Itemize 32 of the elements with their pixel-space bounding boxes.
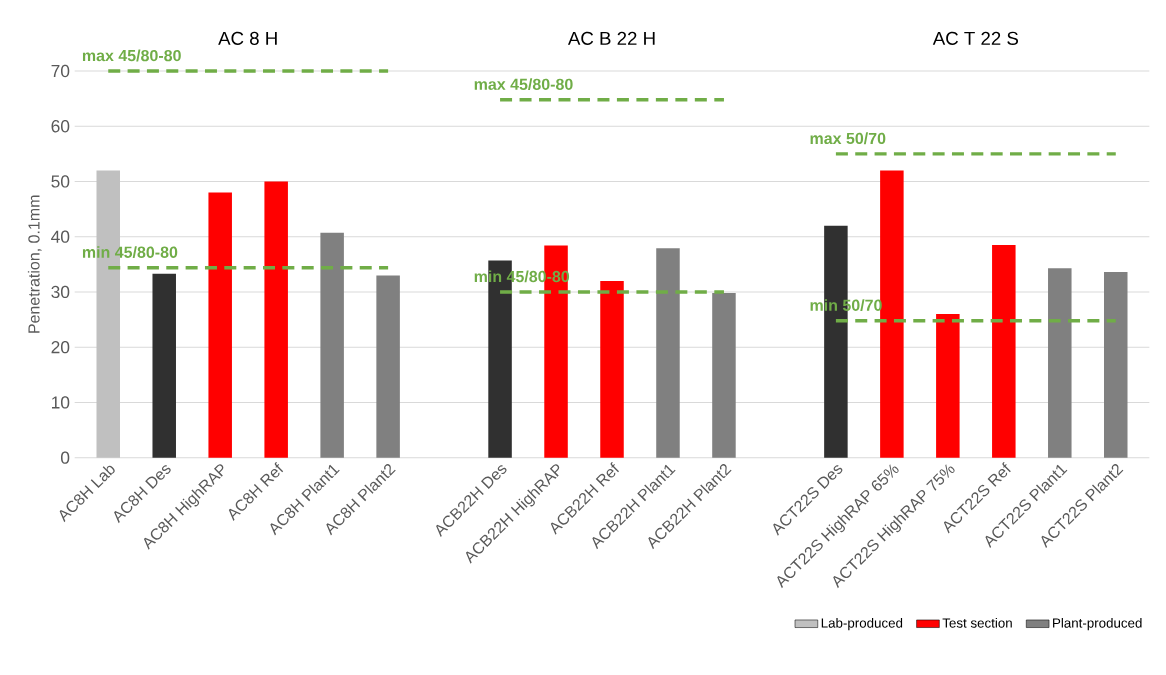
bar bbox=[600, 280, 624, 458]
series-label: max 45/80-80 bbox=[474, 78, 573, 91]
y-tick-label: 10 bbox=[52, 396, 70, 409]
y-axis-title: Penetration, 0.1mm bbox=[27, 195, 42, 333]
series-label: max 45/80-80 bbox=[82, 49, 181, 62]
bar bbox=[1048, 268, 1072, 458]
series-label: max 50/70 bbox=[810, 132, 886, 145]
y-tick-label: 20 bbox=[51, 341, 70, 354]
y-tick-label: 40 bbox=[51, 230, 70, 243]
series-label: min 45/80-80 bbox=[82, 246, 178, 259]
y-tick-label: 50 bbox=[51, 175, 70, 188]
bar bbox=[656, 248, 680, 458]
bar bbox=[712, 293, 736, 458]
text: AC T 22 S bbox=[932, 31, 1019, 45]
y-tick-label: 70 bbox=[51, 64, 70, 78]
y-tick-label: 30 bbox=[51, 285, 70, 299]
text: AC B 22 H bbox=[567, 31, 655, 45]
bar bbox=[376, 275, 400, 458]
bar bbox=[992, 245, 1016, 458]
y-tick-label: 0 bbox=[60, 451, 70, 464]
legend-label: Plant-produced bbox=[1053, 617, 1142, 631]
bar bbox=[1104, 272, 1128, 458]
bar bbox=[208, 192, 232, 458]
bar bbox=[264, 181, 288, 458]
legend-label: Test section bbox=[942, 617, 1012, 628]
text: AC 8 H bbox=[218, 31, 277, 45]
bar bbox=[936, 314, 960, 458]
y-tick-label: 60 bbox=[51, 120, 70, 133]
bar bbox=[152, 273, 176, 458]
bar bbox=[880, 170, 904, 458]
bar bbox=[320, 232, 344, 458]
legend-label: Lab-produced bbox=[821, 617, 903, 631]
